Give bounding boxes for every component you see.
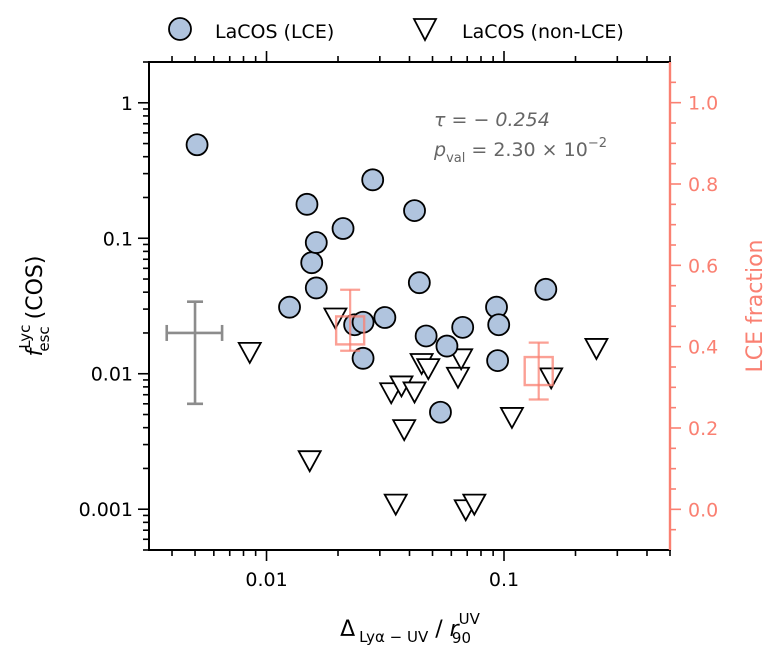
correlation-annotation: τ = − 0.254 pval = 2.30 × 10−2	[433, 109, 607, 166]
p-value-annotation: pval = 2.30 × 10−2	[433, 136, 607, 166]
y-axis-label: fLycesc (COS)	[16, 256, 53, 357]
y2-axis-label-group: LCE fraction	[743, 239, 768, 372]
lce-point	[361, 168, 385, 192]
y2-tick-label: 0.8	[688, 174, 718, 196]
x-tick-label: 0.1	[489, 569, 519, 591]
lce-series	[185, 133, 558, 424]
legend-lce-label: LaCOS (LCE)	[215, 21, 334, 43]
non-lce-point	[448, 348, 474, 372]
y-tick-label: 1	[121, 93, 133, 115]
legend: LaCOS (LCE) LaCOS (non-LCE)	[168, 17, 624, 43]
lce-point	[487, 313, 511, 337]
non-lce-point	[391, 419, 417, 443]
y2-axis-label: LCE fraction	[743, 239, 768, 372]
non-lce-series	[237, 307, 609, 523]
y-tick-label: 0.001	[79, 499, 133, 521]
legend-lce-marker	[168, 17, 192, 41]
lce-point	[351, 346, 375, 370]
p-value-text: = 2.30 × 10	[465, 139, 587, 161]
y2-tick-label: 0.4	[688, 337, 718, 359]
y-tick-label: 0.01	[91, 364, 133, 386]
x-label-sep: /	[428, 617, 449, 642]
lce-point	[278, 295, 301, 319]
lce-fraction-series	[334, 288, 554, 401]
x-axis-top-ticks	[171, 51, 671, 62]
y-axis-ticks: 0.001 0.01 0.1 1	[79, 61, 149, 551]
y-label-f: f	[23, 345, 48, 356]
lce-point	[300, 251, 324, 275]
lce-fraction-box	[334, 315, 366, 346]
y2-tick-label: 0.2	[688, 418, 718, 440]
x-label-r: r	[450, 617, 461, 642]
x-axis-ticks: 0.01 0.1	[171, 550, 671, 591]
y-label-sup: Lyc	[16, 325, 34, 349]
lce-point	[414, 324, 438, 348]
non-lce-point	[445, 366, 471, 390]
y-label-sub: esc	[35, 326, 53, 351]
lce-point	[295, 192, 319, 216]
lce-point	[451, 315, 475, 339]
lce-point	[185, 133, 209, 157]
lce-point	[435, 334, 459, 358]
typical-error-bar	[165, 300, 224, 406]
non-lce-point	[583, 338, 609, 361]
lce-point	[331, 217, 355, 240]
lce-fraction-box	[523, 355, 554, 387]
non-lce-point	[461, 493, 487, 517]
lce-point	[486, 349, 510, 373]
non-lce-point	[297, 450, 323, 474]
x-tick-label: 0.01	[245, 569, 287, 591]
non-lce-point	[499, 407, 525, 430]
non-lce-point	[538, 367, 564, 391]
y-axis-label-group: fLycesc (COS)	[16, 256, 53, 357]
x-label-delta-sub: Lyα − UV	[359, 628, 429, 646]
lce-point	[403, 199, 426, 223]
non-lce-point	[383, 493, 409, 517]
y2-tick-label: 1.0	[688, 93, 718, 115]
y-tick-label: 0.1	[103, 228, 133, 250]
p-exponent: −2	[588, 136, 607, 151]
y2-tick-label: 0.6	[688, 255, 718, 277]
legend-non-lce-marker	[412, 18, 438, 42]
non-lce-point	[237, 341, 263, 365]
y2-tick-label: 0.0	[688, 499, 718, 521]
legend-non-lce-label: LaCOS (non-LCE)	[462, 21, 624, 43]
lce-point	[534, 277, 558, 301]
p-subscript: val	[446, 151, 465, 166]
x-label-r-sup: UV	[459, 610, 481, 628]
tau-annotation: τ = − 0.254	[434, 109, 550, 131]
x-label-r-sub: 90	[452, 629, 471, 647]
lce-point	[429, 400, 452, 424]
lce-point	[373, 306, 397, 329]
x-label-delta: Δ	[340, 617, 355, 642]
lce-point	[304, 276, 328, 300]
y-label-rest: (COS)	[23, 256, 48, 327]
lce-point	[407, 271, 431, 295]
x-axis-label: Δ Lyα − UV / rUV 90	[340, 610, 481, 647]
p-symbol: p	[433, 139, 446, 161]
y2-axis-ticks: 0.0 0.2 0.4 0.6 0.8 1.0	[670, 81, 718, 531]
non-lce-point	[402, 381, 428, 405]
non-lce-point	[415, 358, 441, 381]
lce-point	[304, 231, 328, 254]
